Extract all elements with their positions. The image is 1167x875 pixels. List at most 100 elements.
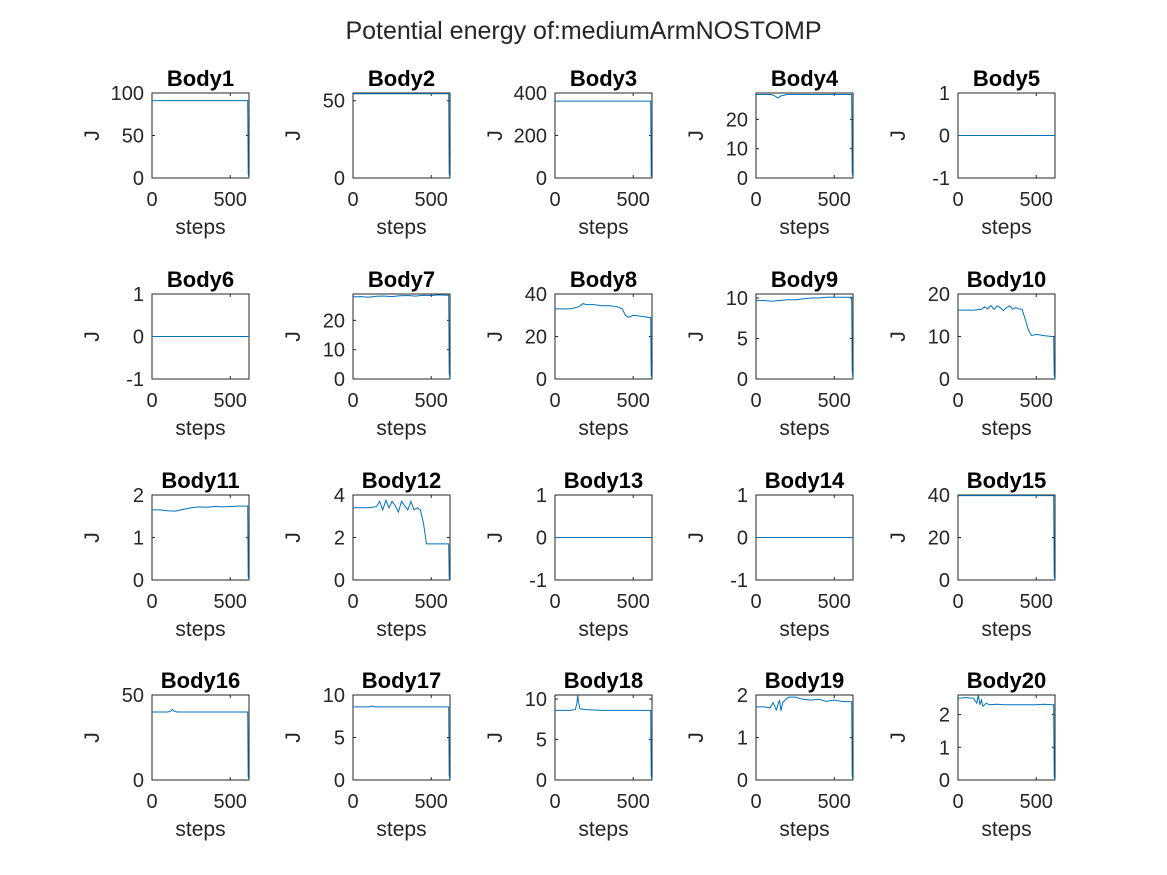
series-line xyxy=(152,505,250,581)
y-tick-label: 20 xyxy=(928,528,950,550)
axes-box xyxy=(352,694,451,781)
subplot-20: 0 500 0 1 2 Body20 steps J xyxy=(887,668,1056,841)
y-axis-label: J xyxy=(81,130,104,141)
axes-box xyxy=(957,293,1056,380)
series-line xyxy=(152,708,250,781)
subplot-title: Body3 xyxy=(570,66,637,91)
series-line xyxy=(958,304,1056,380)
y-tick-label: 2 xyxy=(133,485,144,507)
y-axis-label: J xyxy=(282,732,305,743)
axes-box xyxy=(755,293,854,380)
x-axis-label: steps xyxy=(376,818,426,841)
y-tick-label: 0 xyxy=(536,168,547,190)
x-tick-label: 500 xyxy=(1020,390,1053,412)
x-tick-label: 0 xyxy=(952,591,963,613)
subplot-18: 0 500 0 5 10 Body18 steps J xyxy=(484,668,653,841)
y-tick-label: -1 xyxy=(529,570,547,592)
y-tick-label: 1 xyxy=(133,284,144,306)
x-tick-label: 0 xyxy=(146,390,157,412)
y-axis-label: J xyxy=(484,732,507,743)
y-tick-label: 1 xyxy=(939,83,950,105)
y-tick-label: 10 xyxy=(928,327,950,349)
subplot-title: Body20 xyxy=(967,668,1046,693)
axes-box xyxy=(755,694,854,781)
x-tick-label: 500 xyxy=(1020,591,1053,613)
y-tick-label: 0 xyxy=(939,770,950,792)
y-tick-label: 50 xyxy=(122,685,144,707)
y-tick-label: 1 xyxy=(737,728,748,750)
y-axis-label: J xyxy=(282,331,305,342)
subplot-title: Body4 xyxy=(771,66,839,91)
y-tick-label: 0 xyxy=(939,570,950,592)
y-tick-label: 0 xyxy=(536,369,547,391)
x-axis-label: steps xyxy=(981,618,1031,641)
x-tick-label: 0 xyxy=(750,390,761,412)
subplot-4: 0 500 0 10 20 Body4 steps J xyxy=(685,66,854,239)
axes-box xyxy=(151,92,250,179)
subplot-title: Body9 xyxy=(771,267,838,292)
subplot-7: 0 500 0 10 20 Body7 steps J xyxy=(282,267,451,440)
y-tick-label: 10 xyxy=(525,689,547,711)
y-tick-label: 20 xyxy=(726,109,748,131)
subplot-11: 0 500 0 1 2 Body11 steps J xyxy=(81,468,250,641)
y-axis-label: J xyxy=(685,331,708,342)
y-tick-label: 0 xyxy=(334,168,345,190)
y-tick-label: 20 xyxy=(525,327,547,349)
x-tick-label: 500 xyxy=(818,390,851,412)
axes-box xyxy=(352,293,451,380)
y-tick-label: 1 xyxy=(536,485,547,507)
subplot-title: Body7 xyxy=(368,267,435,292)
y-tick-label: 2 xyxy=(334,528,345,550)
x-axis-label: steps xyxy=(376,216,426,239)
x-tick-label: 0 xyxy=(549,791,560,813)
series-line xyxy=(152,100,250,179)
x-tick-label: 0 xyxy=(750,189,761,211)
y-tick-label: 5 xyxy=(334,728,345,750)
x-tick-label: 0 xyxy=(952,189,963,211)
x-axis-label: steps xyxy=(175,618,225,641)
y-axis-label: J xyxy=(685,732,708,743)
y-tick-label: 40 xyxy=(928,485,950,507)
x-tick-label: 0 xyxy=(750,591,761,613)
y-tick-label: 40 xyxy=(525,284,547,306)
x-axis-label: steps xyxy=(175,417,225,440)
x-tick-label: 0 xyxy=(549,591,560,613)
subplot-15: 0 500 0 20 40 Body15 steps J xyxy=(887,468,1056,641)
subplot-10: 0 500 0 10 20 Body10 steps J xyxy=(887,267,1056,440)
x-tick-label: 500 xyxy=(617,791,650,813)
y-tick-label: 0 xyxy=(334,570,345,592)
y-tick-label: 0 xyxy=(133,770,144,792)
subplot-title: Body13 xyxy=(564,468,643,493)
y-tick-label: 0 xyxy=(737,369,748,391)
x-tick-label: 0 xyxy=(549,390,560,412)
subplot-8: 0 500 0 20 40 Body8 steps J xyxy=(484,267,653,440)
axes-box xyxy=(151,694,250,781)
subplot-title: Body2 xyxy=(368,66,435,91)
subplot-title: Body1 xyxy=(167,66,234,91)
x-tick-label: 0 xyxy=(146,189,157,211)
y-axis-label: J xyxy=(81,732,104,743)
x-tick-label: 0 xyxy=(146,791,157,813)
series-line xyxy=(555,694,653,781)
y-tick-label: 2 xyxy=(737,685,748,707)
subplot-1: 0 500 0 50 100 Body1 steps J xyxy=(81,66,250,239)
x-tick-label: 0 xyxy=(347,591,358,613)
y-tick-label: 1 xyxy=(133,528,144,550)
x-tick-label: 500 xyxy=(214,189,247,211)
x-axis-label: steps xyxy=(779,216,829,239)
x-tick-label: 500 xyxy=(1020,791,1053,813)
x-tick-label: 0 xyxy=(347,791,358,813)
x-tick-label: 500 xyxy=(214,791,247,813)
y-axis-label: J xyxy=(887,130,910,141)
y-axis-label: J xyxy=(81,331,104,342)
subplot-16: 0 500 0 50 Body16 steps J xyxy=(81,668,250,841)
x-tick-label: 0 xyxy=(549,189,560,211)
y-axis-label: J xyxy=(81,532,104,543)
series-line xyxy=(756,94,854,179)
series-line xyxy=(353,705,451,781)
y-tick-label: 20 xyxy=(323,310,345,332)
y-tick-label: 200 xyxy=(514,126,547,148)
series-line xyxy=(555,303,653,380)
